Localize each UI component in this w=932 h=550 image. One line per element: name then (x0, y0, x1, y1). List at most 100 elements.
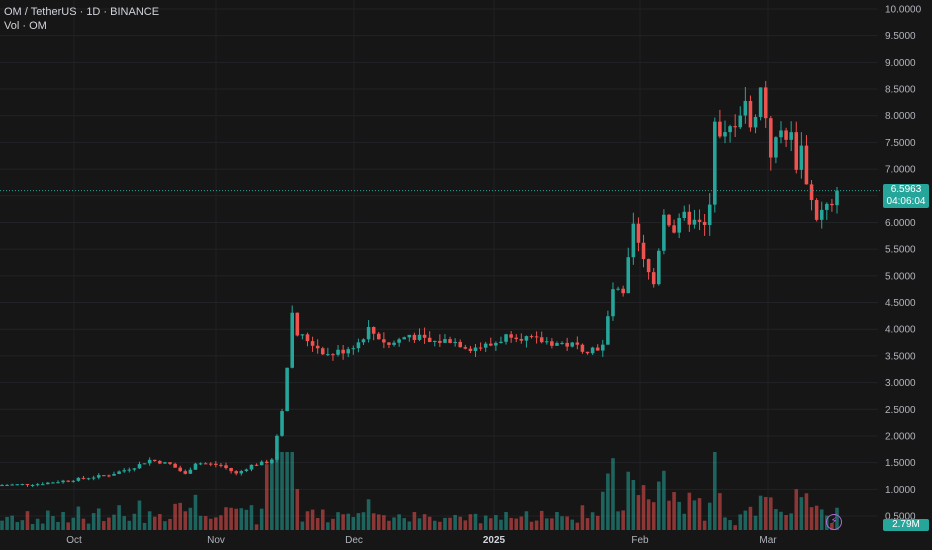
volume-bar (473, 513, 478, 530)
symbol-title[interactable]: OM / TetherUS · 1D · BINANCE (4, 6, 160, 18)
candle-body (763, 87, 768, 119)
volume-bar (315, 518, 320, 530)
candle-body (707, 204, 712, 225)
price-tick-label: 5.0000 (885, 271, 916, 282)
candle-body (835, 190, 839, 206)
volume-bar (51, 516, 55, 530)
price-axis[interactable]: 10.0000 9.5000 9.0000 8.5000 8.0000 7.5000 7.0… (885, 5, 922, 523)
candle-body (794, 132, 799, 170)
volume-bar (534, 520, 539, 530)
time-axis[interactable]: Oct Nov Dec 2025 Feb Mar (66, 535, 777, 546)
candle-body (723, 132, 727, 137)
lightning-icon[interactable]: ⚡ (826, 514, 842, 530)
candle-body (560, 342, 564, 344)
candle-body (448, 339, 452, 343)
candle-body (641, 242, 646, 260)
candle-body (224, 465, 228, 469)
volume-bar (667, 500, 671, 530)
volume-bar (524, 511, 529, 530)
candle-body (728, 126, 732, 133)
candle-body (758, 87, 763, 118)
price-tick-label: 5.5000 (885, 245, 916, 256)
candle-body (300, 334, 305, 336)
candle-body (91, 477, 96, 479)
candle-body (10, 484, 14, 486)
volume-bar (300, 521, 305, 530)
volume-bar (326, 522, 330, 530)
candle-body (198, 463, 203, 465)
volume-bar (514, 518, 519, 530)
candle-body (112, 473, 116, 476)
price-tick-label: 9.0000 (885, 58, 916, 69)
volume-bar (15, 522, 20, 530)
candle-body (320, 348, 325, 355)
volume-bar (382, 515, 386, 530)
volume-bar (651, 502, 656, 530)
volume-bar (707, 502, 712, 530)
volume-bar (351, 517, 356, 530)
candle-body (25, 484, 30, 486)
candle-body (295, 312, 300, 336)
volume-bar (244, 509, 249, 530)
volume-bar (193, 494, 198, 530)
candle-body (356, 342, 361, 349)
candle-body (142, 463, 147, 465)
volume-bar (20, 520, 25, 530)
volume-bar (753, 515, 758, 530)
volume-bar (173, 503, 177, 530)
candle-body (183, 471, 188, 474)
volume-indicator-label[interactable]: Vol · OM (4, 20, 47, 32)
candle-body (239, 470, 244, 474)
candle-body (163, 462, 167, 464)
volume-bar (723, 517, 727, 530)
last-price-value: 6.5963 (890, 184, 922, 195)
volume-bar (769, 497, 773, 530)
candle-body (453, 341, 457, 343)
volume-bar (733, 525, 737, 530)
time-tick-label: Feb (631, 535, 649, 546)
volume-bar (499, 519, 503, 530)
volume-bar (590, 512, 595, 530)
price-tick-label: 3.0000 (885, 378, 916, 389)
price-tick-label: 10.0000 (885, 5, 922, 16)
volume-bar (432, 520, 437, 530)
candle-body (672, 225, 676, 233)
candle-body (825, 203, 829, 210)
volume-bar (305, 511, 310, 530)
candle-body (539, 337, 544, 343)
volume-bar (137, 500, 142, 530)
volume-bar (804, 493, 809, 530)
volume-bar (35, 518, 40, 530)
volume-bar (799, 497, 804, 530)
candle-body (595, 347, 600, 351)
candle-body (305, 334, 310, 342)
candle-body (244, 469, 249, 471)
volume-bar (417, 518, 422, 530)
candle-body (147, 459, 152, 464)
candle-body (738, 115, 743, 128)
volume-bar (677, 501, 681, 530)
candle-body (0, 485, 4, 487)
volume-bar (76, 506, 81, 530)
candle-body (361, 339, 366, 343)
volume-bar (208, 518, 213, 530)
candle-body (137, 464, 142, 469)
volume-bar (784, 515, 788, 530)
candle-body (504, 334, 508, 342)
candle-body (117, 471, 121, 474)
volume-bar (366, 499, 371, 530)
volume-bar (336, 512, 340, 530)
candle-body (102, 475, 106, 477)
candle-body (514, 337, 519, 339)
candle-body (519, 338, 524, 341)
candle-body (636, 223, 641, 243)
candle-body (336, 349, 340, 355)
candle-body (697, 219, 702, 222)
candle-body (208, 463, 213, 465)
volume-bar (494, 515, 498, 530)
volume-bar (96, 508, 101, 530)
candle-body (402, 337, 407, 340)
candle-body (35, 484, 40, 486)
candle-body (315, 345, 320, 349)
